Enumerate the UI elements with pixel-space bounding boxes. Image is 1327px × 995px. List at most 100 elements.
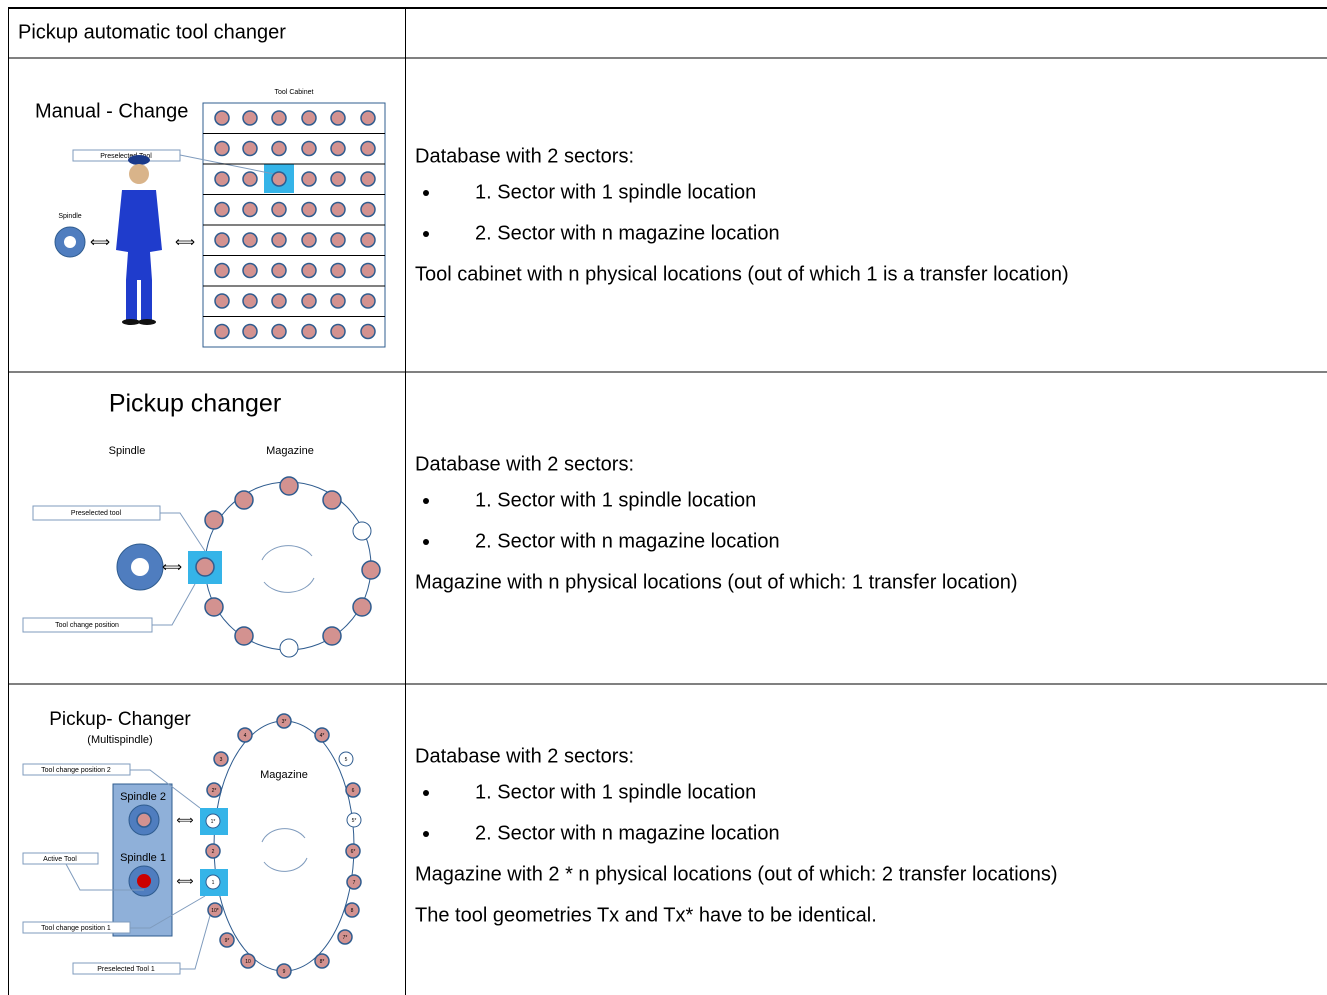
tool bbox=[322, 490, 342, 510]
tool-label: 2* bbox=[212, 788, 217, 794]
tool bbox=[271, 323, 287, 340]
tool bbox=[330, 262, 346, 279]
tool bbox=[240, 953, 256, 969]
tool bbox=[206, 782, 222, 798]
note: Tool cabinet with n physical locations (… bbox=[415, 263, 1069, 285]
tool bbox=[204, 597, 224, 617]
figure-title: Pickup- Changer bbox=[49, 709, 191, 730]
tool bbox=[360, 232, 376, 248]
tool bbox=[195, 557, 215, 577]
tool bbox=[314, 953, 330, 969]
header-title: Pickup automatic tool changer bbox=[18, 21, 286, 43]
tool bbox=[271, 110, 287, 126]
tool bbox=[360, 262, 376, 279]
figure: Pickup changer Spindle Magazine ⟺ Presel… bbox=[22, 390, 381, 658]
figure: Manual - Change Tool Cabinet Preselected… bbox=[35, 89, 386, 348]
label: Spindle 1 bbox=[120, 852, 166, 864]
tool bbox=[301, 293, 317, 309]
operator bbox=[116, 155, 162, 325]
arrow: ⟺ bbox=[90, 234, 110, 250]
tool bbox=[214, 171, 230, 187]
tool bbox=[219, 932, 235, 948]
tool bbox=[271, 140, 287, 157]
tool-label: 6 bbox=[352, 788, 355, 794]
tool bbox=[214, 262, 230, 279]
tool bbox=[214, 323, 230, 340]
tool bbox=[205, 813, 221, 829]
label: Preselected Tool bbox=[100, 153, 152, 160]
bullet bbox=[423, 190, 429, 196]
tool-label: 1* bbox=[211, 819, 216, 825]
tool-label: 10* bbox=[211, 908, 219, 914]
table-grid bbox=[8, 7, 1327, 995]
intro: Database with 2 sectors: bbox=[415, 453, 634, 475]
tool bbox=[360, 171, 376, 187]
arrow: ⟺ bbox=[176, 874, 193, 888]
tool-label: 8 bbox=[351, 908, 354, 914]
label: Spindle 2 bbox=[120, 791, 166, 803]
figure-title: Pickup changer bbox=[109, 390, 281, 418]
tool bbox=[242, 262, 258, 279]
bullet-text: 1. Sector with 1 spindle location bbox=[475, 489, 756, 511]
tool bbox=[301, 232, 317, 248]
tool bbox=[337, 929, 353, 945]
tool bbox=[271, 171, 287, 187]
tool bbox=[330, 323, 346, 340]
tool bbox=[242, 201, 258, 218]
tool bbox=[213, 751, 229, 767]
tool bbox=[214, 232, 230, 248]
tool bbox=[207, 902, 223, 918]
tool bbox=[271, 232, 287, 248]
label: Tool Cabinet bbox=[275, 89, 314, 96]
tool bbox=[237, 727, 253, 743]
bullet-text: 1. Sector with 1 spindle location bbox=[475, 181, 756, 203]
tool bbox=[301, 171, 317, 187]
tool bbox=[276, 963, 292, 979]
label: Magazine bbox=[260, 769, 308, 781]
tool bbox=[271, 293, 287, 309]
tool bbox=[360, 140, 376, 157]
tool bbox=[242, 171, 258, 187]
tool-label: 3* bbox=[282, 719, 287, 725]
label: Spindle bbox=[58, 213, 81, 220]
tool bbox=[242, 293, 258, 309]
tool bbox=[242, 232, 258, 248]
tool bbox=[271, 262, 287, 279]
figure-title: Manual - Change bbox=[35, 100, 188, 122]
tool bbox=[204, 510, 224, 530]
tool bbox=[301, 140, 317, 157]
label: Spindle bbox=[109, 445, 146, 457]
note: The tool geometries Tx and Tx* have to b… bbox=[415, 904, 877, 926]
tool bbox=[361, 560, 381, 580]
tool bbox=[279, 476, 299, 496]
tool-label: 6* bbox=[351, 849, 356, 855]
tool bbox=[242, 140, 258, 157]
tool bbox=[301, 323, 317, 340]
tool bbox=[322, 626, 342, 646]
bullet bbox=[423, 831, 429, 837]
tool bbox=[330, 110, 346, 126]
tool bbox=[301, 262, 317, 279]
bullet bbox=[423, 790, 429, 796]
tool bbox=[345, 782, 361, 798]
tool-label: 9 bbox=[283, 969, 286, 975]
tool-label: 2 bbox=[212, 849, 215, 855]
tool-label: 10 bbox=[245, 959, 251, 965]
label: Active Tool bbox=[43, 856, 77, 863]
tool-label: 7 bbox=[353, 880, 356, 886]
tool bbox=[276, 713, 292, 729]
label: Preselected tool bbox=[71, 510, 122, 517]
tool bbox=[338, 751, 354, 767]
tool bbox=[301, 110, 317, 126]
tool bbox=[242, 323, 258, 340]
bullet-text: 1. Sector with 1 spindle location bbox=[475, 781, 756, 803]
tool bbox=[346, 874, 362, 890]
tool bbox=[242, 110, 258, 126]
tool-label: 7* bbox=[343, 935, 348, 941]
tool bbox=[205, 843, 221, 859]
figure: Pickup- Changer (Multispindle) Magazine … bbox=[22, 709, 362, 979]
tool-label: 3 bbox=[220, 757, 223, 763]
tool bbox=[330, 171, 346, 187]
tool bbox=[330, 140, 346, 157]
tool bbox=[344, 902, 360, 918]
